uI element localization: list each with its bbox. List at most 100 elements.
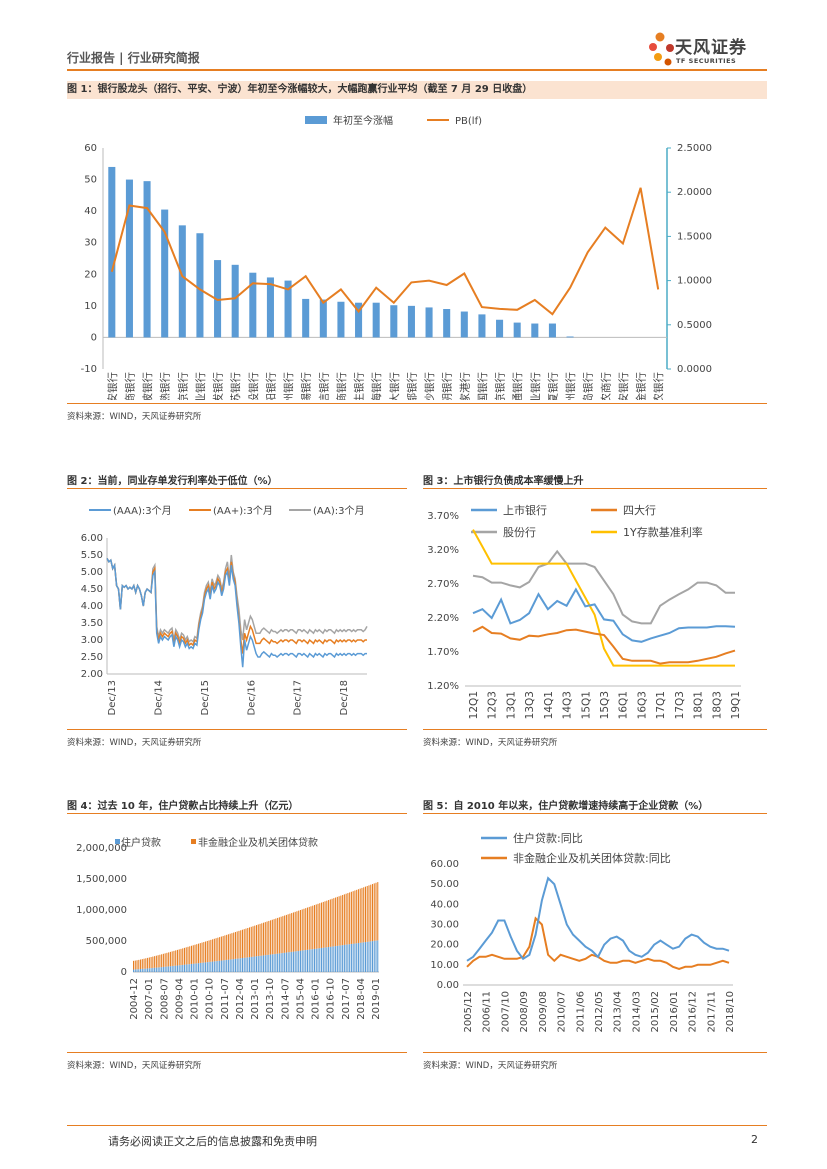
bar xyxy=(214,260,222,338)
bar-household xyxy=(247,957,249,972)
x-tick-label: 紫金银行 xyxy=(635,372,648,400)
legend-label: (AA+):3个月 xyxy=(213,505,273,517)
header-divider xyxy=(67,69,767,71)
x-tick-label: 江苏银行 xyxy=(229,372,242,400)
x-tick-label: Dec/14 xyxy=(153,680,164,715)
x-tick-label: 2015-04 xyxy=(295,978,306,1020)
bar-household xyxy=(150,968,152,972)
bar-household xyxy=(212,961,214,972)
x-tick-label: 15Q3 xyxy=(599,691,611,719)
bar-household xyxy=(361,942,363,972)
x-tick-label: 17Q3 xyxy=(674,691,686,719)
figure-1-title: 图 1：银行股龙头（招行、平安、宁波）年初至今涨幅较大，大幅跑赢行业平均（截至 … xyxy=(67,81,767,99)
x-tick-label: 2011-07 xyxy=(220,978,231,1020)
y-tick-left: -10 xyxy=(81,364,97,375)
bar-corporate xyxy=(350,891,352,944)
bar-corporate xyxy=(329,899,331,947)
page-number: 2 xyxy=(751,1133,758,1146)
bar-household xyxy=(340,945,342,972)
bar-household xyxy=(252,956,254,972)
bar-household xyxy=(136,969,138,972)
bar-corporate xyxy=(190,945,193,964)
footer-disclaimer[interactable]: 请务必阅读正文之后的信息披露和免责申明 xyxy=(108,1135,317,1148)
bar-corporate xyxy=(133,960,135,970)
y-tick: 4.50 xyxy=(81,584,103,595)
bar-corporate xyxy=(277,917,279,954)
bar xyxy=(531,323,539,338)
bar-corporate xyxy=(168,952,170,967)
bar-household xyxy=(342,945,344,972)
bar-household xyxy=(178,965,180,972)
x-tick-label: 2005/12 xyxy=(463,991,474,1033)
bar-corporate xyxy=(282,916,284,953)
bar xyxy=(355,302,363,338)
bar-corporate xyxy=(254,925,256,957)
x-tick-label: 13Q3 xyxy=(524,691,536,719)
bar-corporate xyxy=(201,942,203,963)
bar-household xyxy=(159,967,161,972)
bar-household xyxy=(180,965,182,972)
bar-corporate xyxy=(206,940,208,963)
x-tick-label: 2017-07 xyxy=(341,978,352,1020)
bar-household xyxy=(187,964,189,972)
x-tick-label: 工商银行 xyxy=(335,372,348,400)
bar-corporate xyxy=(145,958,147,969)
x-tick-label: 2016/01 xyxy=(669,991,680,1033)
y-tick: 0 xyxy=(121,967,127,978)
legend-label: 1Y存款基准利率 xyxy=(623,525,703,539)
series-line xyxy=(466,876,730,962)
bar-corporate xyxy=(352,891,354,944)
bar-household xyxy=(331,946,333,972)
y-tick: 20.00 xyxy=(430,940,459,951)
bar-household xyxy=(229,959,231,972)
series-line xyxy=(472,587,736,643)
bar-household xyxy=(227,959,229,972)
brand-name: 天风证券 xyxy=(675,38,747,58)
x-tick-label: 2014/03 xyxy=(631,991,642,1033)
bar-household xyxy=(266,954,268,972)
bar-corporate xyxy=(342,894,344,946)
bar-household xyxy=(289,952,291,972)
bar xyxy=(372,302,380,338)
x-tick-label: 农业银行 xyxy=(529,372,542,400)
brand-logo-icon xyxy=(649,32,674,66)
y-tick: 3.70% xyxy=(427,511,459,522)
x-tick-label: 2015/02 xyxy=(650,991,661,1033)
x-tick-label: 2012/05 xyxy=(594,991,605,1033)
legend-label-gain: 年初至今涨幅 xyxy=(333,114,393,127)
bar-corporate xyxy=(363,887,365,943)
bar xyxy=(108,166,116,338)
bar-household xyxy=(205,962,207,972)
bar-household xyxy=(257,956,259,972)
bar-corporate xyxy=(183,947,186,965)
bar-corporate xyxy=(371,884,374,942)
bar-corporate xyxy=(287,914,289,953)
figure-5-source: 资料来源：WIND，天风证券研究所 xyxy=(423,1061,558,1071)
legend-swatch xyxy=(191,839,196,844)
bar-corporate xyxy=(205,941,207,963)
bar-corporate xyxy=(159,954,161,968)
bar-household xyxy=(273,954,275,972)
y-tick: 60.00 xyxy=(430,859,459,870)
bar-corporate xyxy=(148,957,150,969)
bar-household xyxy=(312,949,314,972)
bar-household xyxy=(241,958,243,972)
bar-household xyxy=(328,947,330,972)
bar-corporate xyxy=(305,908,307,951)
x-tick-label: 西安银行 xyxy=(617,372,630,400)
figure-2-title: 图 2：当前，同业存单发行利率处于低位（%） xyxy=(67,476,278,487)
report-header: 行业报告 | 行业研究简报 xyxy=(67,51,200,65)
y-tick: 30.00 xyxy=(430,920,459,931)
figure-3-top-divider xyxy=(423,488,767,489)
bar-household xyxy=(301,950,303,972)
bar-household xyxy=(294,951,296,972)
bar-corporate xyxy=(324,901,326,948)
bar-corporate xyxy=(266,921,268,955)
bar-corporate xyxy=(322,901,324,948)
figure-5-divider xyxy=(423,1052,767,1053)
x-tick-label: 2019-01 xyxy=(371,978,382,1020)
bar-corporate xyxy=(345,893,347,945)
bar-household xyxy=(169,966,171,972)
bar xyxy=(443,309,451,338)
